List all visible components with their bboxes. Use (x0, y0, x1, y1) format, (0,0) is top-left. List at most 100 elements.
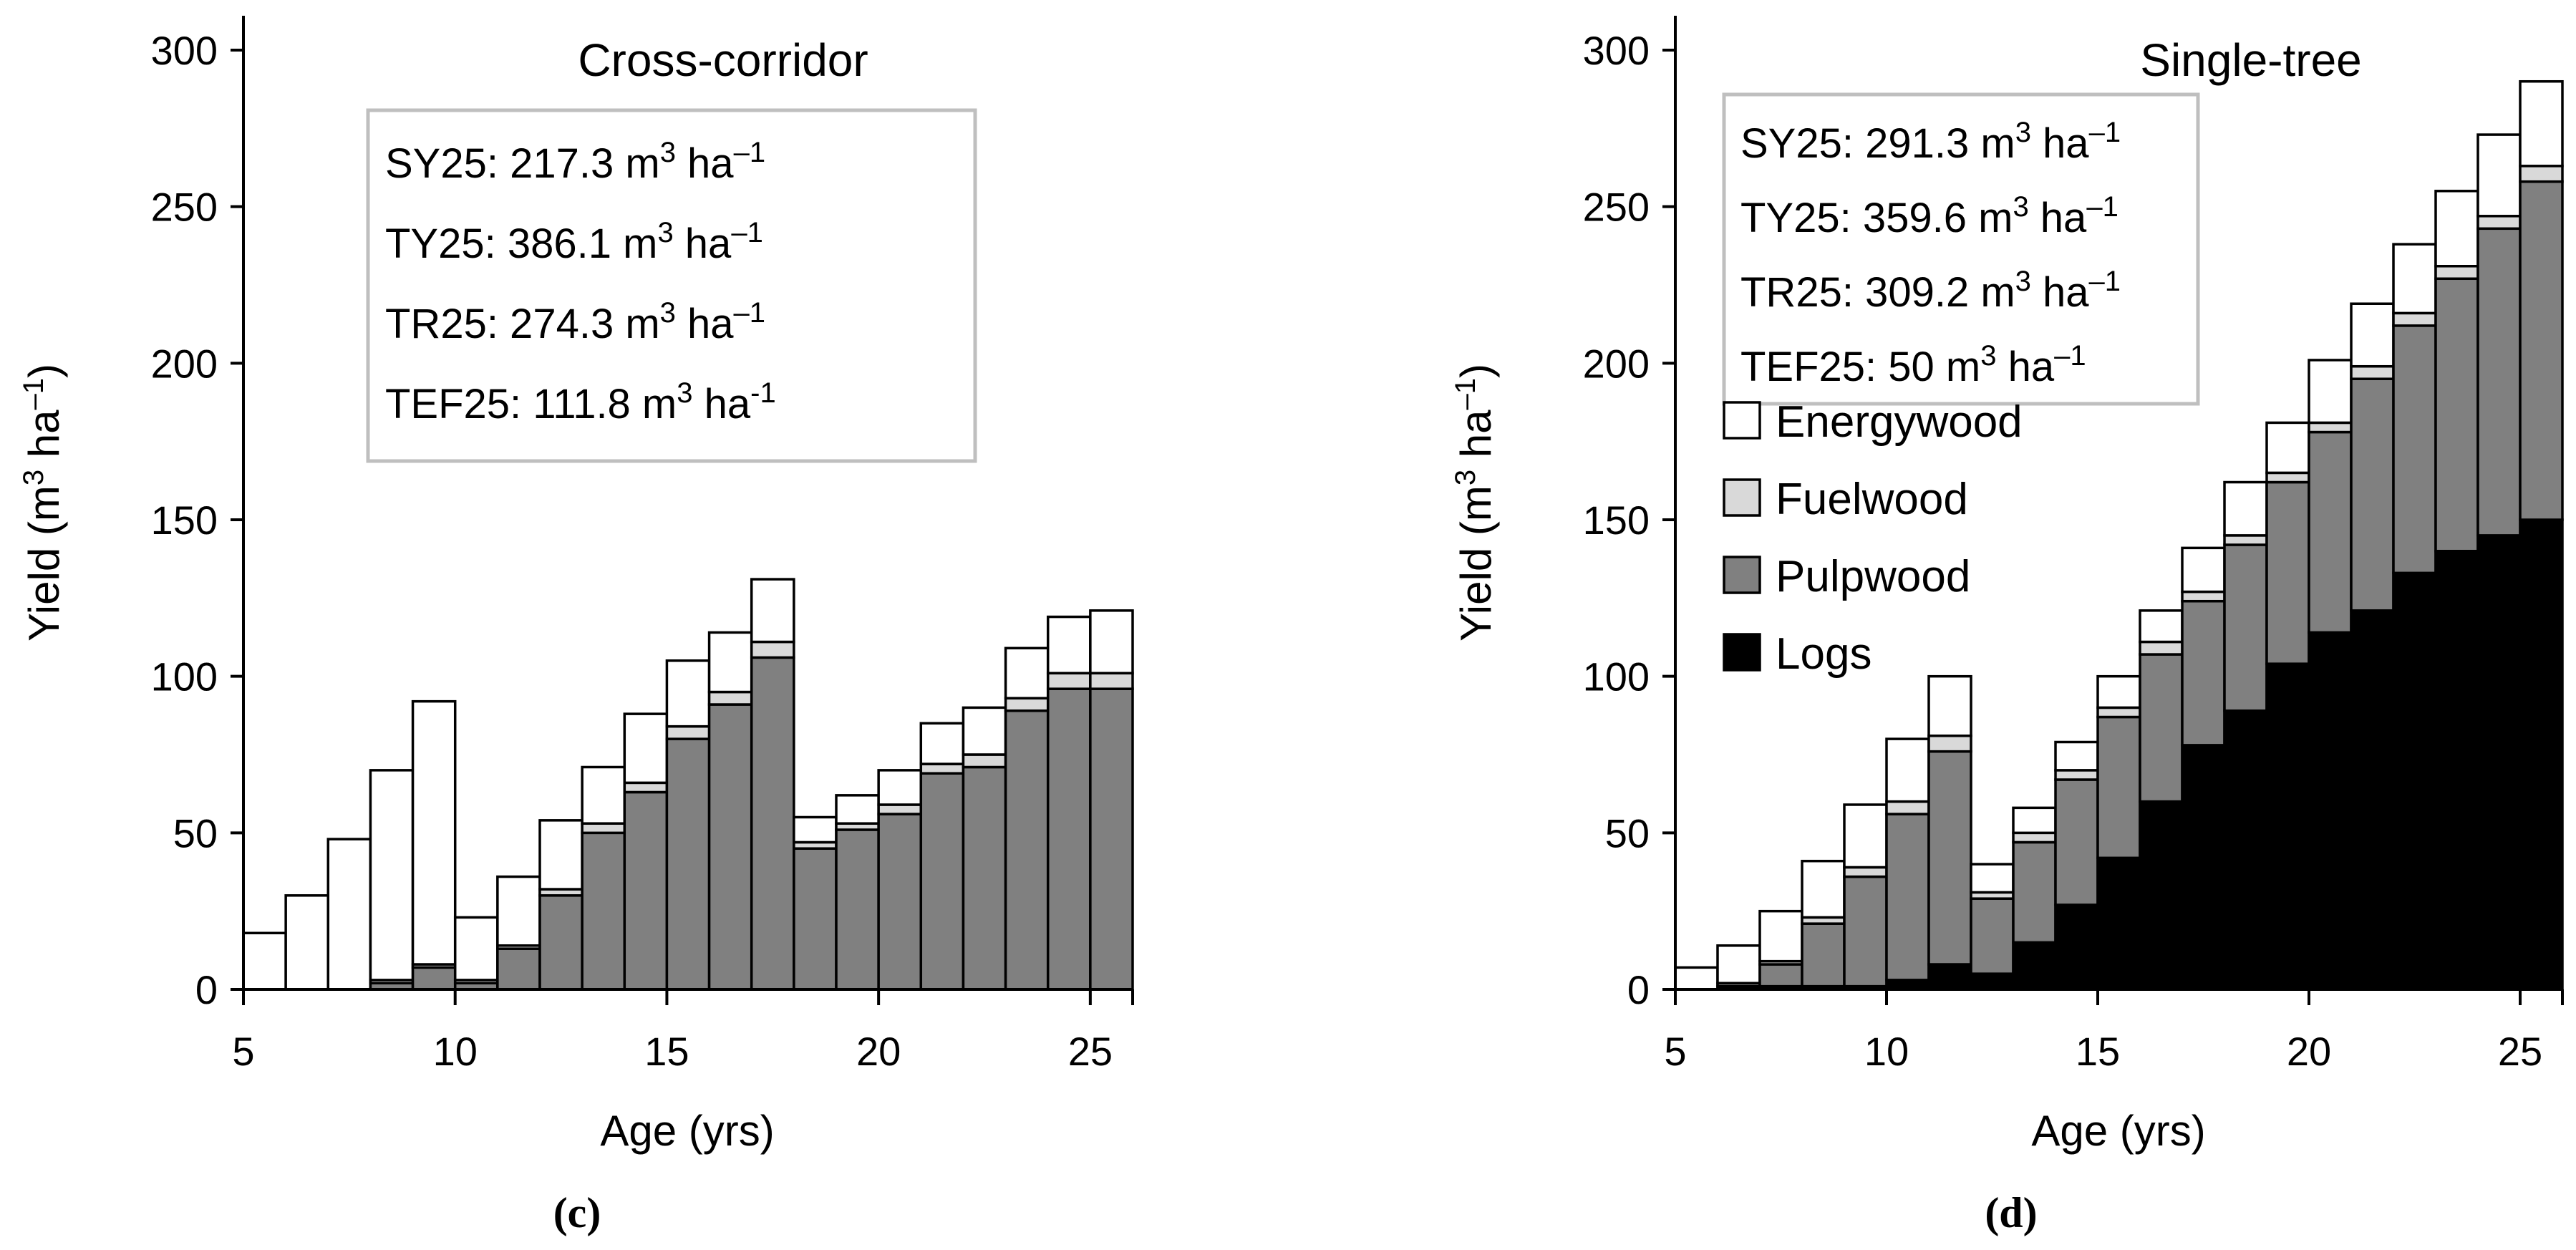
x-tick-label: 25 (2498, 1029, 2542, 1074)
bar-segment-energywood (835, 794, 880, 825)
bar-segment-fuelwood (2012, 831, 2057, 844)
bar-segment-pulpwood (1758, 963, 1803, 988)
annotation-line: SY25: 217.3 m3 ha–1 (385, 137, 765, 187)
x-tick-label: 15 (2076, 1029, 2120, 1074)
bar-segment-energywood (538, 819, 584, 891)
x-axis-label: Age (yrs) (600, 1107, 774, 1155)
bar-segment-pulpwood (1970, 897, 2015, 975)
bar-segment-pulpwood (919, 772, 965, 991)
bar-segment-energywood (284, 894, 330, 991)
bar-segment-pulpwood (2434, 277, 2479, 553)
y-axis-label-text: Yield (m (20, 485, 68, 641)
bar-segment-energywood (1674, 966, 1719, 991)
bar-segment-energywood (2392, 243, 2437, 315)
y-tick-label: 100 (151, 654, 218, 699)
bar-segment-energywood (1089, 609, 1134, 675)
bar-segment-energywood (877, 769, 923, 806)
bar-segment-fuelwood (1089, 672, 1134, 690)
bar-segment-logs (1927, 963, 1972, 991)
bar-segment-energywood (242, 931, 287, 991)
bar-segment-pulpwood (2519, 180, 2564, 521)
bar-segment-energywood (1885, 737, 1930, 803)
bar-segment-energywood (1801, 859, 1846, 919)
annotation-box: SY25: 217.3 m3 ha–1 TY25: 386.1 m3 ha–1 TR… (366, 108, 977, 463)
y-tick-label: 0 (1627, 967, 1650, 1012)
bar-segment-energywood (919, 722, 965, 765)
bar-segment-fuelwood (2350, 364, 2395, 380)
legend: Energywood Fuelwood Pulpwood Logs (1723, 397, 2023, 679)
bar-segment-pulpwood (2308, 430, 2353, 634)
bar-segment-energywood (2223, 480, 2268, 537)
x-tick-label: 5 (232, 1029, 254, 1074)
bar-segment-fuelwood (2434, 265, 2479, 281)
bar-segment-fuelwood (2139, 640, 2184, 656)
annotation-line: TEF25: 50 m3 ha–1 (1740, 340, 2086, 390)
bar-segment-fuelwood (1927, 735, 1972, 753)
bar-segment-energywood (496, 875, 541, 947)
bar-segment-logs (1970, 972, 2015, 991)
bar-segment-pulpwood (2054, 778, 2099, 906)
legend-label-pulpwood: Pulpwood (1776, 552, 1970, 601)
bar-segment-energywood (962, 706, 1007, 756)
bar-segment-logs (2012, 941, 2057, 991)
bar-segment-energywood (2519, 79, 2564, 168)
annotation-line: TY25: 359.6 m3 ha–1 (1740, 191, 2119, 241)
bar-segment-energywood (665, 659, 711, 728)
bar-segment-logs (2054, 903, 2099, 991)
y-tick-label: 200 (1583, 341, 1650, 386)
bar-segment-pulpwood (1843, 875, 1888, 988)
bar-segment-pulpwood (623, 790, 669, 991)
bar-segment-fuelwood (2181, 590, 2226, 603)
bar-segment-energywood (453, 916, 499, 982)
bar-segment-pulpwood (1046, 687, 1092, 991)
chart-title: Single-tree (2140, 34, 2362, 86)
y-tick-label: 50 (1605, 810, 1650, 856)
bar-segment-logs (2181, 744, 2226, 991)
bar-segment-logs (2308, 631, 2353, 991)
bar-segment-fuelwood (2054, 769, 2099, 781)
bar-segment-logs (2139, 800, 2184, 991)
legend-label-energywood: Energywood (1776, 397, 2023, 447)
bar-segment-fuelwood (1843, 866, 1888, 878)
bar-segment-energywood (2096, 674, 2141, 709)
x-tick-label: 10 (1864, 1029, 1909, 1074)
bar-segment-fuelwood (707, 690, 753, 706)
bar-segment-pulpwood (1927, 750, 1972, 966)
annotation-line: TR25: 274.3 m3 ha–1 (385, 297, 765, 347)
bar-segment-pulpwood (1089, 687, 1134, 991)
y-tick-label: 150 (151, 498, 218, 543)
bar-segment-pulpwood (2265, 480, 2310, 665)
panel-label: (d) (1985, 1189, 2037, 1236)
bar-segment-pulpwood (2012, 840, 2057, 944)
y-axis-label: Yield (m3 ha–1) (1450, 364, 1500, 641)
y-tick-label: 150 (1583, 498, 1650, 543)
bar-segment-pulpwood (2139, 653, 2184, 803)
x-tick-label: 20 (856, 1029, 901, 1074)
bar-segment-pulpwood (538, 894, 584, 991)
x-axis-label: Age (yrs) (2031, 1107, 2205, 1155)
bar-segment-pulpwood (2223, 543, 2268, 712)
bar-segment-energywood (793, 815, 838, 844)
x-tick-label: 10 (433, 1029, 478, 1074)
y-tick-label: 0 (195, 967, 218, 1012)
annotation-line: SY25: 291.3 m3 ha–1 (1740, 117, 2121, 167)
bar-segment-energywood (1843, 803, 1888, 869)
bar-segment-pulpwood (750, 656, 795, 991)
chart-title: Cross-corridor (578, 34, 868, 86)
annotation-line: TEF25: 111.8 m3 ha-1 (385, 377, 776, 427)
bar-segment-fuelwood (2265, 471, 2310, 484)
x-tick-label: 5 (1664, 1029, 1686, 1074)
bar-segment-energywood (707, 631, 753, 694)
bar-segment-energywood (750, 578, 795, 644)
bar-segment-energywood (2139, 609, 2184, 644)
bar-segment-energywood (411, 699, 457, 966)
bar-segment-fuelwood (1046, 672, 1092, 690)
bar-segment-fuelwood (1004, 697, 1050, 712)
bar-segment-logs (2519, 518, 2564, 991)
bar-segment-pulpwood (2350, 377, 2395, 612)
chart-panel-single-tree: 0 50 100 150 200 250 300 5 10 15 20 25 Single-tree… (1450, 16, 2564, 1236)
bar-segment-pulpwood (411, 966, 457, 991)
bar-segment-energywood (369, 769, 415, 982)
y-tick-label: 50 (173, 810, 218, 856)
bar-segment-fuelwood (581, 822, 626, 835)
